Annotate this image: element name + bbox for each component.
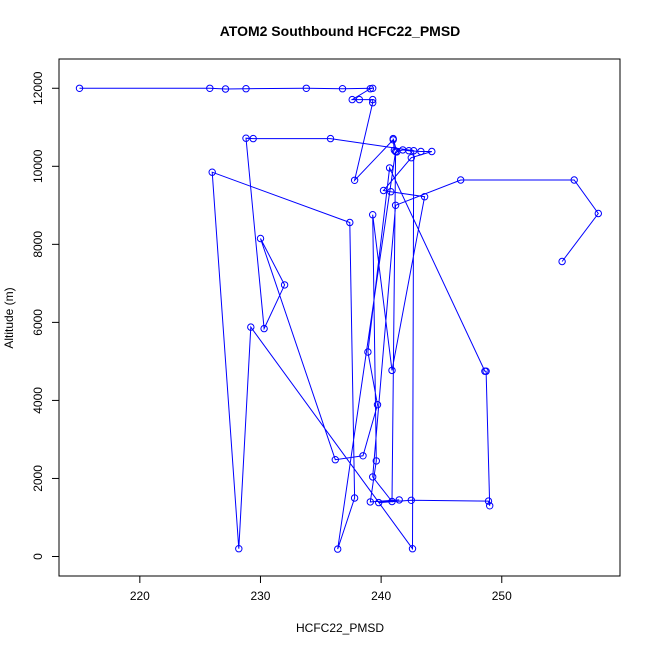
data-point bbox=[247, 323, 255, 331]
y-tick-label: 10000 bbox=[31, 149, 45, 183]
data-point bbox=[379, 186, 388, 195]
data-point bbox=[260, 324, 268, 333]
data-point bbox=[280, 281, 289, 289]
y-tick-label: 6000 bbox=[31, 309, 45, 336]
data-point bbox=[369, 99, 377, 107]
data-point bbox=[570, 176, 578, 184]
data-point bbox=[373, 401, 382, 409]
data-point bbox=[75, 84, 84, 93]
data-point bbox=[417, 147, 425, 156]
y-tick-label: 4000 bbox=[31, 387, 45, 414]
data-point bbox=[457, 176, 465, 184]
data-point bbox=[366, 498, 374, 506]
data-point bbox=[334, 545, 342, 553]
series-line bbox=[79, 87, 599, 551]
data-point bbox=[558, 257, 566, 266]
data-point bbox=[375, 498, 383, 507]
data-point bbox=[407, 154, 415, 162]
y-tick-label: 2000 bbox=[31, 465, 45, 492]
data-point bbox=[348, 95, 356, 104]
y-tick-label: 8000 bbox=[31, 231, 45, 258]
data-point bbox=[359, 452, 367, 460]
data-point bbox=[235, 545, 243, 553]
data-point bbox=[407, 496, 415, 504]
data-point bbox=[242, 85, 250, 93]
data-point bbox=[302, 84, 310, 93]
data-point bbox=[369, 211, 377, 219]
y-tick-label: 0 bbox=[31, 553, 45, 560]
data-point bbox=[242, 134, 250, 142]
data-point bbox=[338, 85, 347, 93]
data-point bbox=[369, 473, 377, 481]
x-tick-label: 230 bbox=[250, 589, 270, 603]
data-point bbox=[206, 84, 214, 93]
data-point bbox=[388, 366, 396, 375]
x-tick-label: 250 bbox=[492, 589, 512, 603]
data-point bbox=[405, 147, 413, 155]
data-point bbox=[389, 134, 397, 143]
data-point bbox=[346, 218, 354, 227]
series-layer bbox=[75, 84, 602, 553]
data-point bbox=[366, 85, 374, 93]
y-axis: 0 2000 4000 6000 8000 10000 12000 bbox=[31, 71, 60, 560]
data-point bbox=[355, 95, 364, 104]
data-point bbox=[387, 188, 395, 196]
data-point bbox=[594, 209, 602, 218]
data-point bbox=[364, 348, 372, 356]
data-point bbox=[208, 168, 216, 176]
data-point bbox=[391, 201, 400, 210]
data-point bbox=[350, 176, 359, 185]
data-point bbox=[428, 147, 436, 156]
data-point bbox=[484, 497, 493, 505]
plot-frame bbox=[58, 58, 621, 577]
data-point bbox=[385, 164, 394, 172]
data-point bbox=[221, 85, 230, 93]
data-point bbox=[486, 502, 494, 510]
data-point bbox=[395, 496, 403, 504]
data-point bbox=[350, 494, 359, 502]
y-axis-label: Altitude (m) bbox=[2, 287, 16, 348]
x-axis: 220 230 240 250 bbox=[130, 575, 512, 603]
x-axis-label: HCFC22_PMSD bbox=[296, 621, 384, 635]
data-point bbox=[249, 134, 257, 143]
data-point bbox=[372, 457, 380, 465]
data-point bbox=[369, 95, 377, 104]
chart-title: ATOM2 Southbound HCFC22_PMSD bbox=[220, 23, 461, 39]
x-tick-label: 240 bbox=[371, 589, 391, 603]
data-point bbox=[388, 497, 396, 506]
y-tick-label: 12000 bbox=[31, 71, 45, 105]
data-point bbox=[481, 367, 489, 375]
plot-area bbox=[58, 58, 621, 577]
data-point bbox=[331, 456, 339, 464]
data-point bbox=[391, 147, 400, 156]
data-point bbox=[326, 134, 335, 143]
data-point bbox=[256, 234, 265, 243]
data-point bbox=[410, 147, 418, 155]
data-point bbox=[420, 193, 429, 201]
x-tick-label: 220 bbox=[130, 589, 150, 603]
data-point bbox=[408, 545, 417, 553]
